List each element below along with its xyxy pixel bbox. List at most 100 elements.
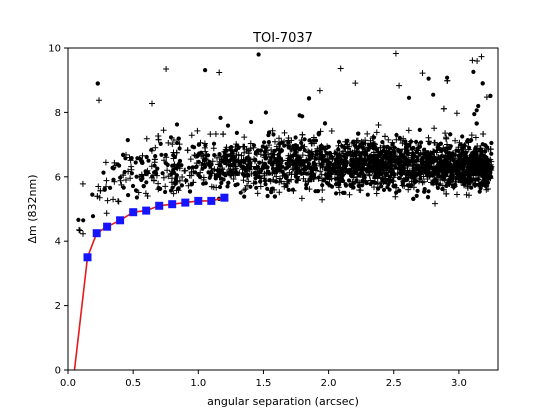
scatter-dot	[203, 68, 208, 73]
scatter-dot	[249, 119, 254, 125]
scatter-plus	[153, 172, 160, 179]
scatter-plus	[461, 182, 468, 189]
scatter-dot	[318, 144, 324, 149]
y-tick-label: 4	[55, 237, 61, 248]
scatter-dot	[473, 159, 478, 164]
scatter-dot	[263, 110, 268, 115]
scatter-plus	[479, 164, 486, 170]
scatter-plus	[327, 170, 334, 177]
scatter-plus	[155, 136, 162, 143]
scatter-dot	[473, 146, 478, 151]
scatter-dot	[354, 178, 359, 183]
scatter-plus	[118, 181, 125, 188]
scatter-plus	[466, 192, 472, 199]
scatter-dot	[357, 156, 363, 161]
scatter-dot	[217, 152, 222, 157]
scatter-dot	[379, 163, 384, 168]
scatter-dot	[371, 135, 376, 140]
scatter-plus	[202, 155, 209, 162]
scatter-plus	[240, 177, 247, 184]
scatter-plus	[169, 141, 176, 148]
scatter-dot	[397, 135, 402, 140]
scatter-dot	[316, 131, 321, 136]
scatter-dot	[398, 171, 403, 176]
scatter-dot	[426, 165, 431, 170]
scatter-dot	[301, 171, 306, 176]
scatter-plus	[309, 164, 315, 171]
scatter-plus	[315, 156, 322, 163]
scatter-plus	[103, 177, 110, 184]
scatter-dot	[436, 174, 441, 179]
scatter-plus	[219, 165, 226, 172]
scatter-dot	[357, 144, 362, 149]
scatter-dot	[102, 187, 107, 192]
scatter-plus	[208, 183, 215, 190]
scatter-plus	[477, 167, 484, 174]
scatter-plus	[440, 186, 447, 193]
scatter-dot	[158, 141, 163, 146]
contrast-point	[92, 229, 101, 238]
scatter-dot	[408, 171, 413, 176]
scatter-plus	[203, 151, 210, 158]
scatter-plus	[151, 156, 158, 163]
scatter-dot	[262, 140, 267, 145]
scatter-dot	[421, 168, 426, 173]
scatter-plus	[392, 50, 399, 57]
scatter-dot	[456, 161, 461, 166]
scatter-plus	[464, 185, 471, 191]
scatter-dot	[217, 184, 223, 190]
scatter-plus	[415, 178, 422, 185]
y-tick-label: 0	[55, 366, 61, 377]
scatter-dot	[140, 173, 145, 178]
scatter-plus	[474, 161, 481, 168]
scatter-plus	[334, 171, 341, 178]
scatter-dot	[306, 96, 312, 101]
scatter-plus	[96, 97, 102, 104]
scatter-dot	[163, 152, 168, 158]
scatter-dot	[324, 180, 330, 185]
scatter-dot	[381, 187, 387, 192]
scatter-dot	[428, 173, 433, 178]
scatter-dot	[421, 151, 427, 157]
scatter-dot	[460, 134, 465, 139]
scatter-dot	[117, 163, 122, 168]
scatter-plus	[94, 193, 101, 200]
scatter-plus	[465, 139, 472, 146]
scatter-plus	[296, 154, 302, 161]
scatter-plus	[481, 147, 488, 154]
scatter-plus	[103, 210, 110, 217]
scatter-dot	[234, 130, 239, 135]
scatter-plus	[366, 144, 373, 151]
scatter-dot	[387, 146, 393, 151]
scatter-dot	[435, 185, 440, 190]
scatter-dot	[313, 138, 319, 143]
scatter-dot	[129, 171, 134, 176]
scatter-plus	[403, 174, 410, 181]
scatter-plus	[190, 179, 197, 186]
scatter-plus	[386, 163, 393, 170]
scatter-plus	[160, 127, 167, 134]
scatter-plus	[480, 131, 487, 137]
scatter-dot	[141, 184, 146, 189]
scatter-dot	[152, 170, 157, 175]
scatter-dot	[238, 190, 243, 195]
scatter-dot	[123, 156, 128, 161]
scatter-plus	[373, 172, 380, 179]
scatter-dot	[477, 189, 482, 194]
scatter-dot	[349, 158, 354, 163]
scatter-dot	[312, 174, 317, 179]
scatter-plus	[257, 183, 264, 190]
scatter-dot	[336, 139, 342, 144]
scatter-plus	[212, 131, 219, 137]
scatter-dot	[472, 166, 477, 171]
scatter-dot	[322, 121, 328, 126]
scatter-plus	[299, 152, 306, 159]
scatter-plus	[486, 166, 493, 173]
scatter-dot	[207, 159, 212, 165]
scatter-dot	[118, 175, 123, 180]
scatter-dot	[211, 141, 217, 146]
scatter-dot	[469, 185, 474, 190]
scatter-plus	[294, 173, 301, 180]
scatter-dot	[244, 156, 249, 161]
scatter-dot	[186, 165, 192, 170]
